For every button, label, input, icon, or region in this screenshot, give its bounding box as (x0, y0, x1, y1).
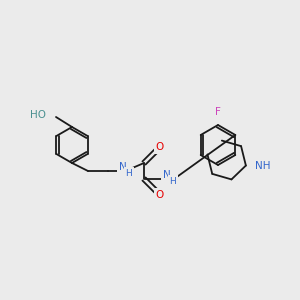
Text: H: H (125, 169, 132, 178)
Text: N: N (119, 163, 127, 172)
Text: O: O (156, 142, 164, 152)
Text: F: F (215, 107, 221, 117)
Text: N: N (163, 170, 171, 181)
Text: H: H (169, 176, 176, 185)
Text: O: O (156, 190, 164, 200)
Text: NH: NH (255, 160, 270, 170)
Text: HO: HO (30, 110, 46, 120)
